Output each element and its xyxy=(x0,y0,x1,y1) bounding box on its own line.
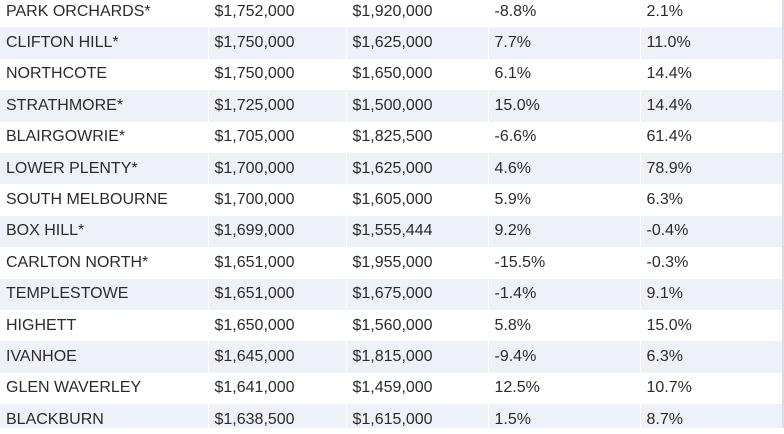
change-cell: -15.5% xyxy=(488,247,641,279)
price-cell: $1,955,000 xyxy=(346,247,489,279)
change-cell: -9.4% xyxy=(488,341,641,373)
suburb-cell: IVANHOE xyxy=(0,341,209,373)
price-cell: $1,645,000 xyxy=(208,341,347,373)
suburb-cell: HIGHETT xyxy=(0,309,209,342)
table-row: HIGHETT $1,650,000 $1,560,000 5.8% 15.0% xyxy=(0,309,782,342)
table-bottom-edge xyxy=(0,428,784,434)
change-cell: 6.3% xyxy=(640,184,782,216)
suburb-cell: CLIFTON HILL* xyxy=(0,27,209,59)
table-row: CLIFTON HILL* $1,750,000 $1,625,000 7.7%… xyxy=(0,27,782,59)
change-cell: 5.8% xyxy=(488,309,641,342)
price-cell: $1,650,000 xyxy=(346,58,489,91)
suburb-cell: BLAIRGOWRIE* xyxy=(0,121,209,153)
suburb-cell: NORTHCOTE xyxy=(0,58,209,91)
table-row: LOWER PLENTY* $1,700,000 $1,625,000 4.6%… xyxy=(0,152,782,185)
price-cell: $1,920,000 xyxy=(346,0,489,28)
change-cell: 14.4% xyxy=(640,58,782,91)
suburb-cell: SOUTH MELBOURNE xyxy=(0,184,209,216)
suburb-cell: GLEN WAVERLEY xyxy=(0,372,209,405)
change-cell: 14.4% xyxy=(640,90,782,122)
change-cell: 7.7% xyxy=(488,27,641,59)
change-cell: 15.0% xyxy=(488,90,641,122)
price-cell: $1,815,000 xyxy=(346,341,489,373)
table-row: IVANHOE $1,645,000 $1,815,000 -9.4% 6.3% xyxy=(0,341,782,373)
price-cell: $1,705,000 xyxy=(208,121,347,153)
table-row: NORTHCOTE $1,750,000 $1,650,000 6.1% 14.… xyxy=(0,58,782,91)
price-cell: $1,699,000 xyxy=(208,215,347,248)
price-cell: $1,641,000 xyxy=(208,372,347,405)
price-cell: $1,750,000 xyxy=(208,27,347,59)
suburb-cell: STRATHMORE* xyxy=(0,90,209,122)
price-cell: $1,651,000 xyxy=(208,278,347,310)
price-cell: $1,459,000 xyxy=(346,372,489,405)
change-cell: -6.6% xyxy=(488,121,641,153)
change-cell: 6.3% xyxy=(640,341,782,373)
change-cell: -0.4% xyxy=(640,215,782,248)
price-cell: $1,500,000 xyxy=(346,90,489,122)
price-cell: $1,725,000 xyxy=(208,90,347,122)
table-right-border xyxy=(782,0,784,430)
price-cell: $1,700,000 xyxy=(208,184,347,216)
price-cell: $1,752,000 xyxy=(208,0,347,28)
price-cell: $1,750,000 xyxy=(208,58,347,91)
change-cell: 11.0% xyxy=(640,27,782,59)
suburb-cell: LOWER PLENTY* xyxy=(0,152,209,185)
table-row: GLEN WAVERLEY $1,641,000 $1,459,000 12.5… xyxy=(0,372,782,405)
price-cell: $1,555,444 xyxy=(346,215,489,248)
change-cell: 6.1% xyxy=(488,58,641,91)
change-cell: 78.9% xyxy=(640,152,782,185)
suburb-cell: TEMPLESTOWE xyxy=(0,278,209,310)
change-cell: 4.6% xyxy=(488,152,641,185)
table-row: BLAIRGOWRIE* $1,705,000 $1,825,500 -6.6%… xyxy=(0,121,782,153)
price-cell: $1,560,000 xyxy=(346,309,489,342)
price-cell: $1,675,000 xyxy=(346,278,489,310)
price-cell: $1,700,000 xyxy=(208,152,347,185)
table-row: SOUTH MELBOURNE $1,700,000 $1,605,000 5.… xyxy=(0,184,782,216)
price-cell: $1,625,000 xyxy=(346,152,489,185)
change-cell: 9.1% xyxy=(640,278,782,310)
change-cell: 5.9% xyxy=(488,184,641,216)
change-cell: -0.3% xyxy=(640,247,782,279)
table-row: TEMPLESTOWE $1,651,000 $1,675,000 -1.4% … xyxy=(0,278,782,310)
suburb-cell: PARK ORCHARDS* xyxy=(0,0,209,28)
change-cell: 10.7% xyxy=(640,372,782,405)
suburb-cell: CARLTON NORTH* xyxy=(0,247,209,279)
price-cell: $1,625,000 xyxy=(346,27,489,59)
price-cell: $1,651,000 xyxy=(208,247,347,279)
table-row: CARLTON NORTH* $1,651,000 $1,955,000 -15… xyxy=(0,247,782,279)
price-cell: $1,605,000 xyxy=(346,184,489,216)
change-cell: 2.1% xyxy=(640,0,782,28)
table-row: STRATHMORE* $1,725,000 $1,500,000 15.0% … xyxy=(0,90,782,122)
change-cell: -1.4% xyxy=(488,278,641,310)
change-cell: 12.5% xyxy=(488,372,641,405)
table-row: BOX HILL* $1,699,000 $1,555,444 9.2% -0.… xyxy=(0,215,782,248)
price-cell: $1,825,500 xyxy=(346,121,489,153)
change-cell: 61.4% xyxy=(640,121,782,153)
change-cell: 15.0% xyxy=(640,309,782,342)
change-cell: 9.2% xyxy=(488,215,641,248)
price-cell: $1,650,000 xyxy=(208,309,347,342)
table-row: PARK ORCHARDS* $1,752,000 $1,920,000 -8.… xyxy=(0,0,782,28)
suburb-cell: BOX HILL* xyxy=(0,215,209,248)
change-cell: -8.8% xyxy=(488,0,641,28)
